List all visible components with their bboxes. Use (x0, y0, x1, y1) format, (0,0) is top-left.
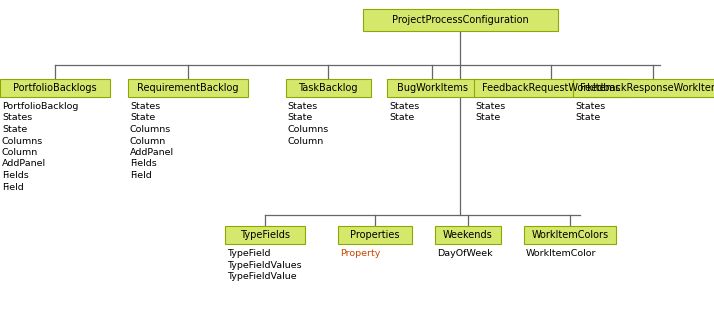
Text: DayOfWeek: DayOfWeek (437, 249, 493, 258)
Text: TypeFields: TypeFields (240, 230, 290, 240)
Text: Column: Column (130, 136, 166, 146)
Text: WorkItemColor: WorkItemColor (526, 249, 596, 258)
FancyBboxPatch shape (524, 226, 616, 244)
Text: AddPanel: AddPanel (2, 160, 46, 168)
FancyBboxPatch shape (363, 9, 558, 31)
Text: PortfolioBacklogs: PortfolioBacklogs (13, 83, 97, 93)
Text: States: States (389, 102, 419, 111)
Text: State: State (389, 113, 414, 123)
Text: Column: Column (2, 148, 39, 157)
FancyBboxPatch shape (573, 79, 714, 97)
Text: AddPanel: AddPanel (130, 148, 174, 157)
Text: State: State (2, 125, 27, 134)
Text: ProjectProcessConfiguration: ProjectProcessConfiguration (391, 15, 528, 25)
Text: TypeField: TypeField (227, 249, 271, 258)
Text: RequirementBacklog: RequirementBacklog (137, 83, 238, 93)
Text: State: State (575, 113, 600, 123)
Text: Field: Field (130, 171, 152, 180)
Text: Columns: Columns (130, 125, 171, 134)
Text: BugWorkItems: BugWorkItems (396, 83, 468, 93)
Text: Weekends: Weekends (443, 230, 493, 240)
Text: States: States (288, 102, 318, 111)
Text: Column: Column (288, 136, 323, 146)
Text: Property: Property (340, 249, 381, 258)
Text: TaskBacklog: TaskBacklog (298, 83, 358, 93)
Text: State: State (130, 113, 155, 123)
FancyBboxPatch shape (473, 79, 628, 97)
Text: States: States (2, 113, 32, 123)
FancyBboxPatch shape (435, 226, 501, 244)
Text: WorkItemColors: WorkItemColors (531, 230, 608, 240)
FancyBboxPatch shape (338, 226, 412, 244)
Text: PortfolioBacklog: PortfolioBacklog (2, 102, 79, 111)
FancyBboxPatch shape (0, 79, 110, 97)
Text: TypeFieldValue: TypeFieldValue (227, 272, 296, 281)
Text: Columns: Columns (288, 125, 328, 134)
Text: FeedbackResponseWorkItems: FeedbackResponseWorkItems (580, 83, 714, 93)
Text: Columns: Columns (2, 136, 44, 146)
FancyBboxPatch shape (128, 79, 248, 97)
Text: Field: Field (2, 183, 24, 191)
FancyBboxPatch shape (225, 226, 305, 244)
Text: States: States (130, 102, 160, 111)
Text: Fields: Fields (2, 171, 29, 180)
FancyBboxPatch shape (387, 79, 477, 97)
Text: States: States (575, 102, 605, 111)
Text: State: State (288, 113, 313, 123)
Text: Fields: Fields (130, 160, 157, 168)
Text: States: States (476, 102, 506, 111)
Text: State: State (476, 113, 501, 123)
Text: FeedbackRequestWorkItems: FeedbackRequestWorkItems (482, 83, 620, 93)
Text: TypeFieldValues: TypeFieldValues (227, 261, 301, 269)
FancyBboxPatch shape (286, 79, 371, 97)
Text: Properties: Properties (351, 230, 400, 240)
